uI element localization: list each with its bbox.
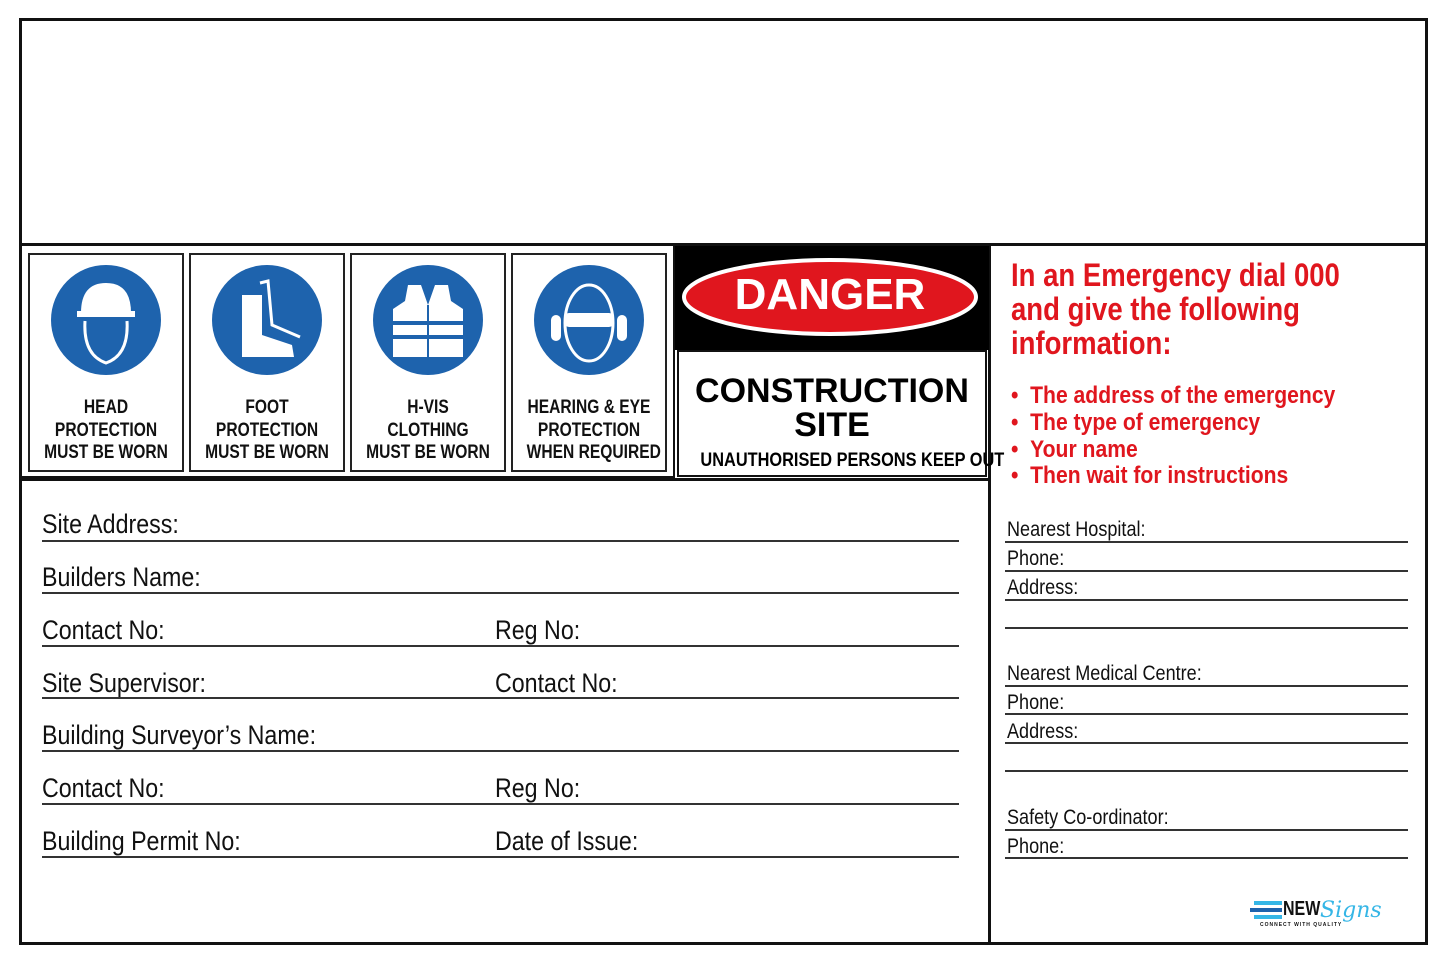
sign-frame [19,18,1428,945]
surveyor-contact-label: Contact No: [42,773,165,803]
hospital-label: Nearest Hospital: [1007,518,1146,541]
site-address-label: Site Address: [42,509,179,539]
builders-name-label: Builders Name: [42,562,201,592]
emergency-bullet: • The type of emergency [1011,409,1261,436]
ppe-foot: FOOT PROTECTION MUST BE WORN [189,253,345,472]
surveyor-label: Building Surveyor’s Name: [42,720,317,750]
field-line [1005,599,1408,601]
danger-oval [682,258,978,336]
builders-name-line [42,592,959,594]
emergency-bullet: • Your name [1011,436,1138,463]
permit-line [42,856,959,858]
phone-label: Phone: [1007,691,1065,714]
caption-line: PROTECTION [215,419,319,441]
ear-eye-protection-icon [534,265,644,375]
caption-line: MUST BE WORN [366,442,490,463]
caption-line: HEARING & EYE [527,397,651,418]
new-signs-logo: NEW Signs CONNECT WITH QUALITY [1250,898,1382,934]
field-line [1005,742,1408,744]
field-line [1005,685,1408,687]
hard-hat-icon [51,265,161,375]
surveyor-contact-line [42,803,959,805]
ppe-hivis: H-VIS CLOTHING MUST BE WORN [350,253,506,472]
emergency-bullet: • The address of the emergency [1011,382,1336,409]
address-label: Address: [1007,720,1079,743]
field-line [1005,570,1408,572]
danger-title: CONSTRUCTION SITE [695,372,969,444]
logo-stripes-icon [1250,901,1282,919]
ppe-hearing-eye: HEARING & EYE PROTECTION WHEN REQUIRED [511,253,667,472]
supervisor-contact-label: Contact No: [495,668,618,698]
field-line [1005,857,1408,859]
caption-line: MUST BE WORN [205,442,329,463]
emergency-bullet: • Then wait for instructions [1011,462,1289,489]
caption-line: PROTECTION [54,419,158,441]
ppe-panel [20,246,675,478]
danger-label: DANGER [734,270,926,319]
construction-site-panel: CONSTRUCTION SITE UNAUTHORISED PERSONS KE… [677,350,1005,477]
surveyor-line [42,750,959,752]
site-address-line [42,540,959,542]
safety-label: Safety Co-ordinator: [1007,806,1169,829]
hi-vis-vest-icon [373,265,483,375]
danger-header: DANGER [675,246,989,350]
caption-line: FOOT [245,397,289,418]
surveyor-reg-label: Reg No: [495,773,581,803]
caption-line: WHEN REQUIRED [526,442,661,463]
caption-line: HEAD [83,397,129,418]
divider [20,478,989,481]
divider [988,245,991,943]
divider [20,243,1426,246]
contact-line [42,645,959,647]
field-line [1005,713,1408,715]
emergency-heading: In an Emergency dial 000 and give the fol… [1011,257,1340,361]
field-line [1005,627,1408,629]
contact-no-label: Contact No: [42,615,165,645]
field-line [1005,541,1408,543]
safety-boot-icon [212,265,322,375]
address-label: Address: [1007,576,1079,599]
phone-label: Phone: [1007,547,1065,570]
danger-subtitle: UNAUTHORISED PERSONS KEEP OUT [700,450,1005,471]
caption-line: PROTECTION [537,419,641,441]
phone-label: Phone: [1007,835,1065,858]
ppe-head: HEAD PROTECTION MUST BE WORN [28,253,184,472]
field-line [1005,770,1408,772]
caption-line: MUST BE WORN [44,442,168,463]
date-issue-label: Date of Issue: [495,826,639,856]
medical-label: Nearest Medical Centre: [1007,662,1202,685]
permit-label: Building Permit No: [42,826,241,856]
site-supervisor-label: Site Supervisor: [42,668,206,698]
caption-line: H-VIS [407,397,449,418]
reg-no-label: Reg No: [495,615,581,645]
caption-line: CLOTHING [387,419,469,441]
supervisor-line [42,697,959,699]
field-line [1005,829,1408,831]
